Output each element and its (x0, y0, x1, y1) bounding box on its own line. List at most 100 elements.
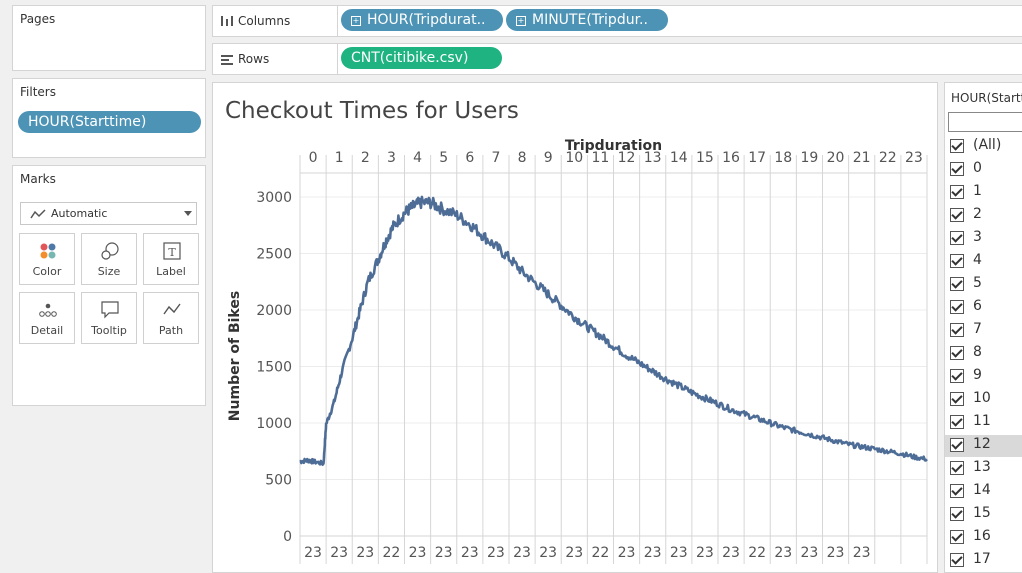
checkbox[interactable] (950, 484, 964, 498)
x-header-label: 21 (853, 150, 871, 166)
expand-icon: + (351, 16, 361, 26)
checkbox[interactable] (950, 300, 964, 314)
size-label: Size (97, 265, 121, 278)
filter-item-16[interactable]: 16 (950, 527, 1022, 549)
detail-button[interactable]: Detail (19, 292, 75, 344)
checkbox[interactable] (950, 231, 964, 245)
filter-item-label: 0 (973, 160, 982, 176)
checkbox[interactable] (950, 139, 964, 153)
worksheet-view[interactable]: Checkout Times for Users 0 1 2 3 4 5 6 7 8 9 10 11 1… (212, 82, 938, 573)
checkbox[interactable] (950, 323, 964, 337)
label-icon: T (163, 242, 181, 260)
filter-item-9[interactable]: 9 (950, 366, 1022, 388)
x-footer-label: 23 (827, 545, 845, 561)
filter-item-label: 9 (973, 367, 982, 383)
checkbox[interactable] (950, 346, 964, 360)
checkbox[interactable] (950, 208, 964, 222)
x-header-label: 23 (905, 150, 923, 166)
filter-item-15[interactable]: 15 (950, 504, 1022, 526)
filter-item-label: 17 (973, 551, 991, 567)
filter-item-7[interactable]: 7 (950, 320, 1022, 342)
filter-item-13[interactable]: 13 (950, 458, 1022, 480)
checkbox[interactable] (950, 461, 964, 475)
filter-item-12[interactable]: 12 (945, 435, 1022, 457)
tooltip-button[interactable]: Tooltip (81, 292, 137, 344)
filter-item-11[interactable]: 11 (950, 412, 1022, 434)
filter-pill-hour-starttime[interactable]: HOUR(Starttime) (18, 111, 201, 133)
expand-icon: + (516, 16, 526, 26)
filter-item-label: 6 (973, 298, 982, 314)
pages-card[interactable]: Pages (12, 5, 206, 71)
filter-item-1[interactable]: 1 (950, 182, 1022, 204)
rows-icon (221, 55, 233, 65)
x-footer-label: 23 (435, 545, 453, 561)
checkbox[interactable] (950, 438, 964, 452)
path-button[interactable]: Path (143, 292, 199, 344)
checkbox[interactable] (950, 254, 964, 268)
checkbox[interactable] (950, 553, 964, 567)
y-tick-label: 2000 (256, 303, 292, 319)
column-pill-label-2: MINUTE(Tripdur.. (532, 12, 648, 28)
filter-item-5[interactable]: 5 (950, 274, 1022, 296)
size-button[interactable]: Size (81, 233, 137, 285)
filter-item-0[interactable]: 0 (950, 159, 1022, 181)
mark-type-dropdown[interactable]: Automatic (20, 202, 197, 225)
filter-item-17[interactable]: 17 (950, 550, 1022, 572)
x-footer-label: 23 (565, 545, 583, 561)
x-footer-label: 23 (722, 545, 740, 561)
x-footer-label: 23 (461, 545, 479, 561)
filter-item-14[interactable]: 14 (950, 481, 1022, 503)
line-mark-icon (30, 209, 46, 219)
pages-title: Pages (20, 12, 56, 26)
line-chart[interactable]: 0 1 2 3 4 5 6 7 8 9 10 11 12 13 14 15 16 17 18 19 20 21 22 2323… (213, 83, 937, 572)
color-button[interactable]: Color (19, 233, 75, 285)
checkbox[interactable] (950, 415, 964, 429)
x-footer-label: 23 (853, 545, 871, 561)
checkbox[interactable] (950, 369, 964, 383)
marks-title: Marks (20, 172, 56, 186)
x-header-label: 9 (544, 150, 553, 166)
filter-item-all[interactable]: (All) (950, 136, 1022, 158)
x-header-label: 2 (361, 150, 370, 166)
filter-item-10[interactable]: 10 (950, 389, 1022, 411)
checkbox[interactable] (950, 162, 964, 176)
column-pill-hour-tripduration[interactable]: + HOUR(Tripdurat.. (341, 9, 503, 31)
filter-item-6[interactable]: 6 (950, 297, 1022, 319)
mark-type-value: Automatic (51, 207, 108, 220)
filter-item-4[interactable]: 4 (950, 251, 1022, 273)
checkbox[interactable] (950, 277, 964, 291)
x-header-label: 16 (722, 150, 740, 166)
checkbox[interactable] (950, 185, 964, 199)
filter-item-label: 13 (973, 459, 991, 475)
x-header-label: 18 (774, 150, 792, 166)
rows-label-box: Rows (212, 43, 338, 75)
filter-item-8[interactable]: 8 (950, 343, 1022, 365)
label-button[interactable]: T Label (143, 233, 199, 285)
filter-item-label: 16 (973, 528, 991, 544)
y-tick-label: 1000 (256, 416, 292, 432)
checkbox[interactable] (950, 392, 964, 406)
y-tick-label: 2500 (256, 247, 292, 263)
filter-item-3[interactable]: 3 (950, 228, 1022, 250)
x-footer-label: 23 (801, 545, 819, 561)
x-header-label: 22 (879, 150, 897, 166)
y-tick-label: 500 (265, 473, 292, 489)
x-footer-label: 23 (644, 545, 662, 561)
filter-item-label: 14 (973, 482, 991, 498)
column-pill-minute-tripduration[interactable]: + MINUTE(Tripdur.. (506, 9, 668, 31)
filter-item-2[interactable]: 2 (950, 205, 1022, 227)
x-footer-label: 23 (670, 545, 688, 561)
chevron-down-icon (184, 211, 192, 216)
filters-card[interactable]: Filters HOUR(Starttime) (12, 78, 206, 158)
filter-search-input[interactable] (948, 112, 1022, 132)
row-pill-cnt-citibike[interactable]: CNT(citibike.csv) (341, 47, 502, 69)
x-header-label: 7 (491, 150, 500, 166)
x-header-label: 3 (387, 150, 396, 166)
x-footer-label: 23 (696, 545, 714, 561)
x-footer-label: 23 (487, 545, 505, 561)
series-line-checkouts[interactable] (299, 195, 928, 467)
x-header-label: 13 (644, 150, 662, 166)
checkbox[interactable] (950, 530, 964, 544)
checkbox[interactable] (950, 507, 964, 521)
label-label: Label (156, 265, 186, 278)
